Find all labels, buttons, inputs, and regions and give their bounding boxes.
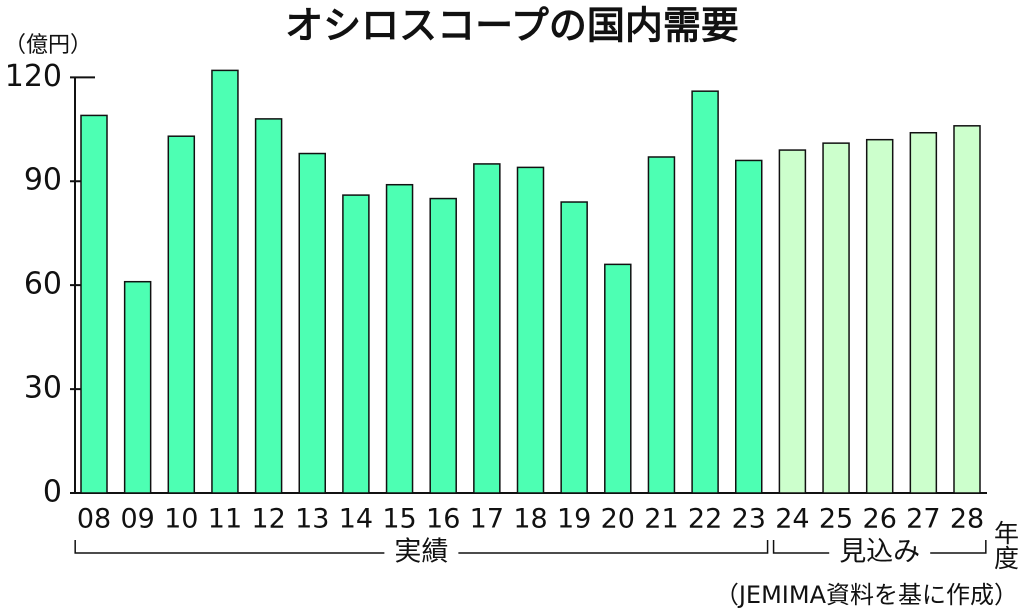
x-axis-label: 年度 [991, 520, 1020, 570]
x-tick-label: 22 [688, 504, 722, 535]
x-tick-label: 08 [77, 504, 111, 535]
bar [691, 90, 719, 494]
bar [123, 280, 152, 494]
bar [865, 138, 894, 494]
bracket [74, 540, 769, 554]
legend-label: 実績 [394, 537, 448, 568]
chart-title: オシロスコープの国内需要 [285, 4, 739, 48]
bar [385, 183, 414, 494]
x-tick-label: 09 [120, 504, 154, 535]
x-tick-label: 14 [339, 504, 373, 535]
y-tick-label: 120 [5, 59, 62, 94]
x-tick-label: 15 [382, 504, 416, 535]
bar [342, 194, 370, 494]
x-tick-label: 27 [906, 504, 940, 535]
x-tick-label: 23 [732, 504, 766, 535]
bar [80, 114, 108, 494]
bar [254, 118, 283, 494]
bar [909, 131, 938, 494]
x-tick-label: 25 [819, 504, 853, 535]
x-tick-label: 20 [601, 504, 635, 535]
x-tick-label: 10 [164, 504, 198, 535]
bar [953, 125, 981, 494]
bar [604, 263, 632, 494]
x-tick-label: 19 [557, 504, 591, 535]
y-tick-label: 30 [24, 371, 62, 406]
y-tick-label: 0 [43, 475, 62, 510]
bar [735, 159, 763, 494]
x-tick-label: 24 [775, 504, 809, 535]
x-tick-label: 28 [950, 504, 984, 535]
bar [560, 201, 588, 494]
x-tick-label: 18 [513, 504, 547, 535]
bar [473, 163, 501, 494]
x-tick-label: 21 [644, 504, 678, 535]
bar [167, 135, 196, 494]
x-tick-label: 11 [208, 504, 242, 535]
y-axis-label: （億円） [4, 33, 92, 58]
y-tick-label: 60 [24, 267, 62, 302]
bar [647, 156, 676, 494]
bracket [772, 540, 987, 554]
x-tick-label: 16 [426, 504, 460, 535]
bar [298, 152, 326, 494]
bar [516, 166, 545, 494]
source: （JEMIMA資料を基に作成） [715, 581, 1018, 609]
y-tick-label: 90 [24, 163, 62, 198]
x-tick-label: 17 [470, 504, 504, 535]
bar [778, 149, 807, 494]
legend-label: 見込み [839, 537, 920, 568]
x-tick-label: 12 [251, 504, 285, 535]
bar [429, 197, 457, 494]
bar [211, 69, 239, 494]
x-tick-label: 13 [295, 504, 329, 535]
bar [822, 142, 850, 494]
x-tick-label: 26 [863, 504, 897, 535]
